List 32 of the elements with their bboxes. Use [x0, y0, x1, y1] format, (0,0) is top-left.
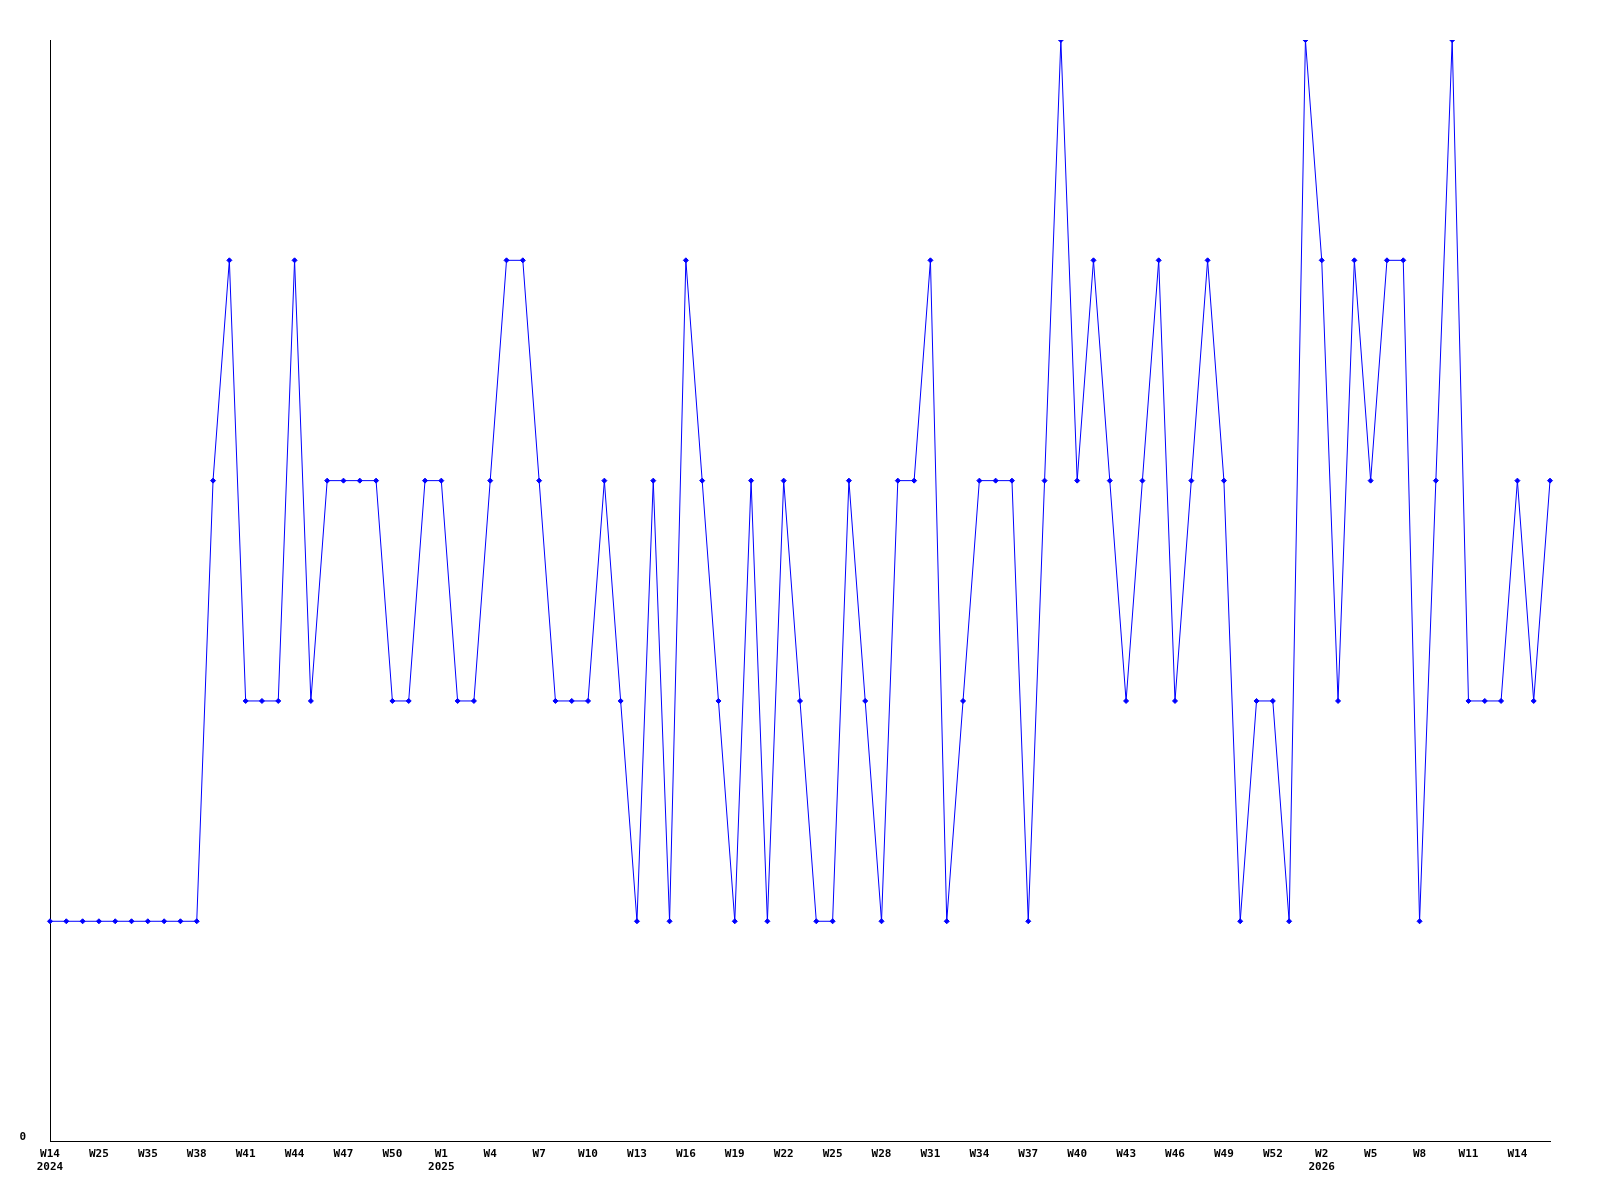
x-tick-label: W7	[532, 1147, 546, 1161]
x-tick-label: W2 2026	[1308, 1147, 1336, 1174]
x-tick-label: W4	[483, 1147, 498, 1161]
x-tick-label: W49	[1213, 1147, 1234, 1161]
x-tick-label: W5	[1364, 1147, 1378, 1161]
x-tick-label: W16	[675, 1147, 697, 1161]
x-tick-label: W35	[137, 1147, 158, 1161]
x-tick-label: W25	[822, 1147, 843, 1161]
x-tick-label: W41	[235, 1147, 256, 1161]
x-tick-label: W40	[1067, 1147, 1088, 1161]
x-tick-label: W37	[1018, 1147, 1039, 1161]
x-tick-label: W10	[578, 1147, 598, 1161]
x-tick-label: W31	[920, 1147, 941, 1161]
x-tick-label: W47	[333, 1147, 354, 1161]
x-tick-label: W44	[284, 1147, 305, 1161]
x-tick-label: W43	[1116, 1147, 1137, 1161]
x-tick-label: W8	[1412, 1147, 1427, 1161]
x-tick-label: W38	[186, 1147, 207, 1161]
x-tick-label: W34	[969, 1147, 990, 1161]
x-tick-label: W1 2025	[428, 1147, 455, 1174]
x-tick-label: W14 2024	[36, 1147, 64, 1174]
x-tick-label: W52	[1262, 1147, 1283, 1161]
x-tick-label: W22	[773, 1147, 794, 1161]
x-tick-label: W25	[88, 1147, 109, 1161]
x-tick-label: W13	[627, 1147, 647, 1161]
text: 0	[19, 1130, 26, 1144]
x-tick-label: W28	[871, 1147, 892, 1161]
x-tick-label: W46	[1165, 1147, 1186, 1161]
x-tick-label: W50	[382, 1147, 403, 1161]
x-tick-label: W11	[1458, 1147, 1479, 1161]
x-tick-label: W19	[724, 1147, 745, 1161]
x-tick-label: W14	[1507, 1147, 1528, 1161]
